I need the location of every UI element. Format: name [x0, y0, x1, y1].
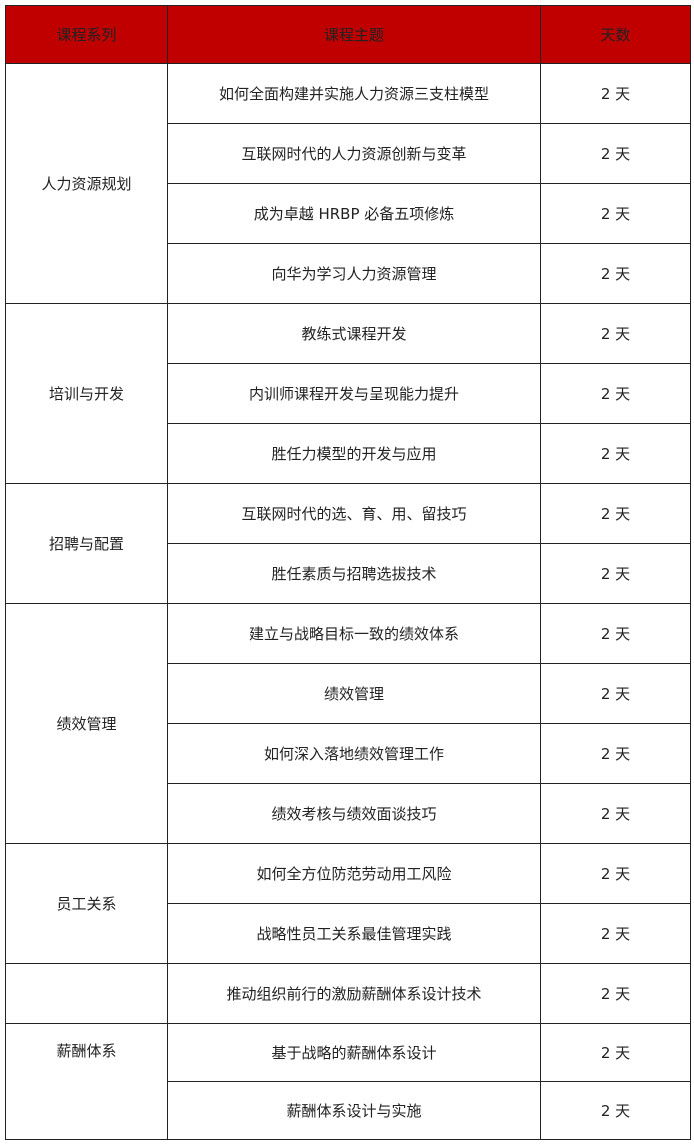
course-days-cell: 2 天	[540, 1023, 691, 1082]
course-days-cell: 2 天	[540, 903, 691, 964]
course-topic-cell: 绩效管理	[167, 663, 541, 724]
header-row: 课程系列 课程主题 天数	[5, 5, 691, 64]
course-topic-cell: 如何全面构建并实施人力资源三支柱模型	[167, 63, 541, 124]
course-days-cell: 2 天	[540, 183, 691, 244]
course-series-cell: 绩效管理	[5, 603, 168, 844]
course-topic-cell: 如何深入落地绩效管理工作	[167, 723, 541, 784]
course-days-cell: 2 天	[540, 783, 691, 844]
course-days-cell: 2 天	[540, 603, 691, 664]
course-days-cell: 2 天	[540, 1081, 691, 1140]
course-topic-cell: 胜任素质与招聘选拔技术	[167, 543, 541, 604]
header-topic: 课程主题	[167, 5, 541, 64]
course-topic-cell: 绩效考核与绩效面谈技巧	[167, 783, 541, 844]
table-row: 推动组织前行的激励薪酬体系设计技术 2 天	[5, 963, 691, 1024]
course-topic-cell: 基于战略的薪酬体系设计	[167, 1023, 541, 1082]
header-series: 课程系列	[5, 5, 168, 64]
table-row: 胜任素质与招聘选拔技术 2 天	[6, 543, 691, 604]
header-days: 天数	[540, 5, 691, 64]
course-days-cell: 2 天	[540, 963, 691, 1024]
table-row: 员工关系 如何全方位防范劳动用工风险 2 天	[5, 843, 691, 964]
table-row: 绩效管理 建立与战略目标一致的绩效体系 2 天	[5, 603, 691, 844]
course-series-cell: 员工关系	[5, 843, 168, 964]
course-days-cell: 2 天	[540, 483, 691, 544]
table-row: 内训师课程开发与呈现能力提升 2 天	[6, 363, 691, 424]
course-days-cell: 2 天	[540, 243, 691, 304]
course-topic-cell: 互联网时代的选、育、用、留技巧	[167, 483, 541, 544]
course-days-cell: 2 天	[540, 423, 691, 484]
course-topic-cell: 教练式课程开发	[167, 303, 541, 364]
course-topic-cell: 胜任力模型的开发与应用	[167, 423, 541, 484]
course-topic-cell: 建立与战略目标一致的绩效体系	[167, 603, 541, 664]
table-row: 胜任力模型的开发与应用 2 天	[6, 423, 691, 484]
course-topic-cell: 内训师课程开发与呈现能力提升	[167, 363, 541, 424]
course-days-cell: 2 天	[540, 723, 691, 784]
course-series-cell: 培训与开发	[5, 303, 168, 484]
table-row: 互联网时代的人力资源创新与变革 2 天	[6, 123, 691, 184]
course-series-cell: 薪酬体系	[5, 1023, 168, 1140]
course-topic-cell: 向华为学习人力资源管理	[167, 243, 541, 304]
table-row: 薪酬体系 基于战略的薪酬体系设计 2 天	[5, 1023, 691, 1140]
table-row: 绩效考核与绩效面谈技巧 2 天	[6, 783, 691, 844]
course-days-cell: 2 天	[540, 123, 691, 184]
course-topic-cell: 推动组织前行的激励薪酬体系设计技术	[167, 963, 541, 1024]
course-table: 课程系列 课程主题 天数 人力资源规划 如何全面构建并实施人力资源三支柱模型 2 天…	[5, 5, 691, 1140]
course-days-cell: 2 天	[540, 843, 691, 904]
course-days-cell: 2 天	[540, 663, 691, 724]
course-topic-cell: 如何全方位防范劳动用工风险	[167, 843, 541, 904]
table-row: 向华为学习人力资源管理 2 天	[6, 243, 691, 304]
course-days-cell: 2 天	[540, 303, 691, 364]
course-topic-cell: 成为卓越 HRBP 必备五项修炼	[167, 183, 541, 244]
table-row: 如何深入落地绩效管理工作 2 天	[6, 723, 691, 784]
course-topic-cell: 互联网时代的人力资源创新与变革	[167, 123, 541, 184]
table-row: 招聘与配置 互联网时代的选、育、用、留技巧 2 天	[5, 483, 691, 604]
table-row: 培训与开发 教练式课程开发 2 天	[5, 303, 691, 484]
course-days-cell: 2 天	[540, 543, 691, 604]
table-row: 人力资源规划 如何全面构建并实施人力资源三支柱模型 2 天	[5, 63, 691, 304]
course-days-cell: 2 天	[540, 363, 691, 424]
table-row: 战略性员工关系最佳管理实践 2 天	[6, 903, 691, 964]
course-days-cell: 2 天	[540, 63, 691, 124]
course-series-cell: 招聘与配置	[5, 483, 168, 604]
table-row: 绩效管理 2 天	[6, 663, 691, 724]
course-topic-cell: 薪酬体系设计与实施	[167, 1081, 541, 1140]
course-topic-cell: 战略性员工关系最佳管理实践	[167, 903, 541, 964]
table-row: 薪酬体系设计与实施 2 天	[6, 1081, 691, 1140]
course-series-cell: 人力资源规划	[5, 63, 168, 304]
table-row: 成为卓越 HRBP 必备五项修炼 2 天	[6, 183, 691, 244]
course-series-cell	[5, 963, 168, 1024]
